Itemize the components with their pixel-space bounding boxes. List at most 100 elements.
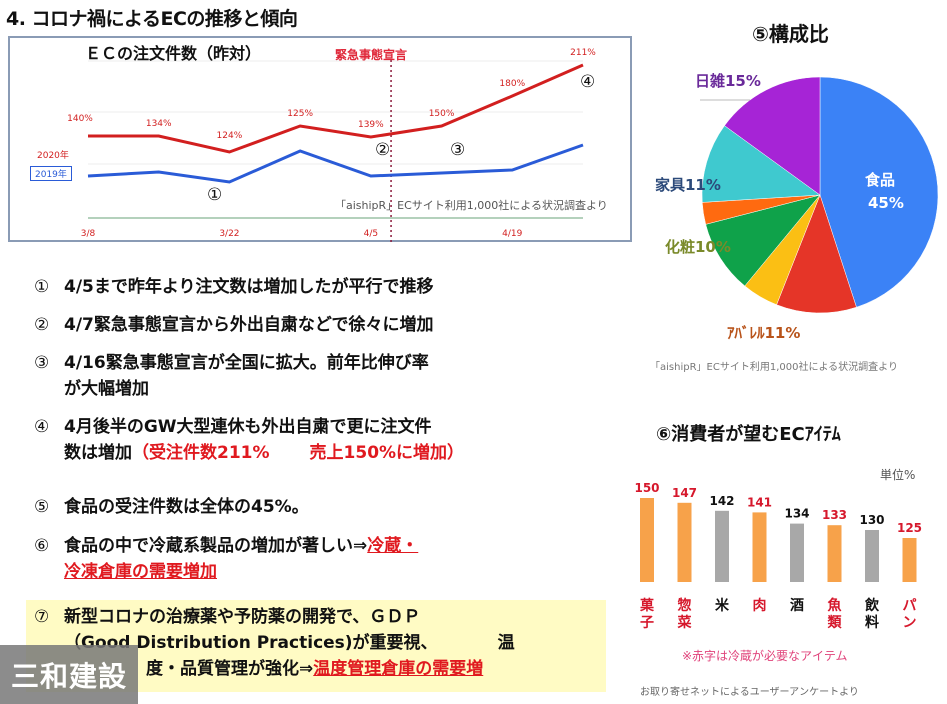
- series-line-2020: [88, 63, 584, 154]
- point-5: ⑤ 食品の受注件数は全体の45%。: [34, 494, 309, 520]
- point-text: 4/7緊急事態宣言から外出自粛などで徐々に増加: [64, 315, 434, 335]
- pie-slice-アパレル: [776, 194, 857, 314]
- bar-value-label: 142: [709, 494, 734, 508]
- line-chart-source: 「aishipR」ECサイト利用1,000社による状況調査より: [335, 199, 608, 212]
- series-line-2019: [87, 143, 584, 184]
- bar-title: ⑥消費者が望むECｱｲﾃﾑ: [656, 424, 841, 445]
- cold-storage-highlight: 冷蔵・: [367, 536, 419, 556]
- line-chart: 3/8 3/22 4/5 4/19 140% 134% 124% 125% 139% 150% 18…: [67, 48, 596, 242]
- bar-肉: [752, 512, 767, 582]
- point-text: 食品の中で冷蔵系製品の増加が著しい⇒: [64, 536, 368, 556]
- x-tick-label: 3/8: [81, 229, 96, 239]
- bar-value-label: 150: [634, 481, 659, 495]
- pie-label-apparel: ｱﾊﾞﾚﾙ11%: [727, 324, 800, 342]
- bar-category-label: 菓: [639, 597, 655, 614]
- bar-category-label: ン: [903, 615, 917, 631]
- bar-category-label: 類: [827, 615, 843, 631]
- pie-source: 「aishipR」ECサイト利用1,000社による状況調査より: [650, 362, 898, 373]
- bar-value-label: 147: [672, 486, 697, 500]
- sales-highlight: 売上150%に増加）: [309, 443, 465, 463]
- bar-note: ※赤字は冷蔵が必要なアイテム: [682, 649, 848, 663]
- data-label: 180%: [499, 79, 525, 89]
- data-label: 124%: [217, 131, 243, 141]
- page-title: 4. コロナ禍によるECの推移と傾向: [6, 8, 298, 30]
- bar-value-label: 125: [897, 521, 922, 535]
- bar-category-label: 惣: [678, 597, 692, 614]
- line-chart-frame: [8, 36, 632, 242]
- legend-2020: 2020年: [37, 151, 69, 161]
- point-7: ⑦ 新型コロナの治療薬や予防薬の開発で、ＧＤＰ （Good Distributio…: [34, 604, 515, 656]
- data-label: 150%: [429, 109, 455, 119]
- pie-slice-家具: [701, 125, 821, 203]
- x-tick-label: 4/5: [364, 229, 378, 239]
- bar-category-label: 肉: [753, 597, 767, 614]
- pie-label-food: 食品: [865, 171, 895, 189]
- bar-value-label: 134: [784, 507, 809, 521]
- pie-label-cosmetics: 化粧10%: [665, 238, 731, 256]
- point-number: ⑦: [34, 607, 50, 627]
- bar-category-label: 酒: [790, 598, 804, 614]
- point-7-line-3: 度・品質管理が強化⇒温度管理倉庫の需要増: [146, 656, 483, 682]
- point-text: 4/16緊急事態宣言が全国に拡大。前年比伸び率: [64, 353, 429, 373]
- marker-2: ②: [375, 140, 391, 160]
- point-2: ② 4/7緊急事態宣言から外出自粛などで徐々に増加: [34, 312, 434, 338]
- pie-slice-日雑: [724, 76, 821, 196]
- point-text-cont: が大幅増加: [64, 379, 149, 399]
- bar-category-label: 料: [865, 614, 879, 631]
- bar-category-label: 魚: [828, 597, 842, 614]
- x-tick-label: 3/22: [219, 229, 239, 239]
- pie-label-furniture: 家具11%: [655, 176, 721, 194]
- point-1: ① 4/5まで昨年より注文数は増加したが平行で推移: [34, 274, 434, 300]
- orders-highlight: （受注件数211%: [132, 443, 270, 463]
- point-text: 4/5まで昨年より注文数は増加したが平行で推移: [64, 277, 434, 297]
- point-text-cont: （Good Distribution Practices)が重要視、: [64, 633, 438, 653]
- data-label: 139%: [358, 120, 384, 130]
- point-3: ③ 4/16緊急事態宣言が全国に拡大。前年比伸び率 が大幅増加: [34, 350, 429, 402]
- bar-chart: 150 菓子 147 惣菜 142 米 141 肉 134 酒 133 魚類 130 飲料 125 パン: [634, 481, 922, 631]
- bar-category-label: 米: [715, 597, 730, 614]
- point-number: ②: [34, 315, 50, 335]
- data-label: 211%: [570, 48, 596, 58]
- point-number: ③: [34, 353, 50, 373]
- bar-source: お取り寄せネットによるユーザーアンケートより: [640, 687, 859, 698]
- bar-米: [715, 510, 729, 582]
- bar-category-label: 飲: [864, 597, 880, 614]
- point-number: ⑤: [34, 497, 50, 517]
- bar-category-label: パ: [903, 598, 917, 614]
- bar-category-label: 菜: [677, 614, 693, 631]
- bar-value-label: 130: [859, 513, 884, 527]
- point-4: ④ 4月後半のGW大型連休も外出自粛で更に注文件 数は増加（受注件数211% 売上1…: [34, 414, 464, 466]
- bar-category-label: 子: [640, 615, 654, 631]
- legend-2019: 2019年: [30, 166, 72, 181]
- bar-value-label: 141: [747, 495, 772, 509]
- data-label: 134%: [146, 119, 172, 129]
- x-tick-label: 4/19: [502, 229, 522, 239]
- point-number: ④: [34, 417, 50, 437]
- bar-菓子: [640, 498, 654, 582]
- marker-4: ④: [580, 72, 596, 92]
- point-text-cont2: 度・品質管理が強化⇒: [146, 659, 314, 679]
- marker-1: ①: [207, 185, 223, 205]
- bar-惣菜: [677, 502, 692, 582]
- temp-storage-highlight: 温度管理倉庫の需要増: [313, 659, 484, 679]
- bar-unit: 単位%: [880, 468, 916, 482]
- event-label: 緊急事態宣言: [335, 48, 408, 62]
- bar-飲料: [865, 530, 879, 582]
- bar-パン: [902, 538, 917, 582]
- point-text: 食品の受注件数は全体の45%。: [64, 497, 309, 517]
- marker-3: ③: [450, 140, 466, 160]
- pie-title: ⑤構成比: [752, 22, 829, 46]
- cold-storage-highlight-cont: 冷凍倉庫の需要増加: [64, 562, 217, 582]
- point-text: 新型コロナの治療薬や予防薬の開発で、ＧＤＰ: [64, 607, 421, 627]
- data-label: 125%: [287, 109, 313, 119]
- bar-酒: [790, 523, 804, 582]
- bar-魚類: [827, 525, 842, 582]
- line-chart-title: ＥＣの注文件数（昨対）: [85, 44, 262, 63]
- pie-label-food-pct: 45%: [868, 194, 904, 212]
- point-text: 4月後半のGW大型連休も外出自粛で更に注文件: [64, 417, 432, 437]
- bar-value-label: 133: [822, 508, 847, 522]
- point-number: ⑥: [34, 536, 50, 556]
- company-watermark: 三和建設: [0, 645, 138, 704]
- point-text-cont: 数は増加: [64, 443, 132, 463]
- point-number: ①: [34, 277, 50, 297]
